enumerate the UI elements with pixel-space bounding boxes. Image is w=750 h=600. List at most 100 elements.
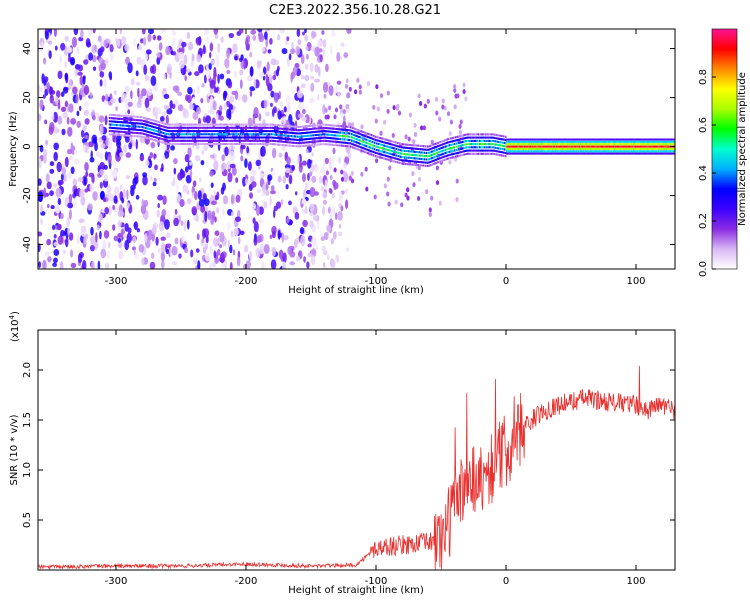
heatmap-cell xyxy=(279,130,281,133)
heatmap-cell xyxy=(369,150,372,152)
heatmap-cell xyxy=(253,221,259,233)
heatmap-cell xyxy=(278,130,280,133)
heatmap-cell xyxy=(432,153,434,156)
heatmap-cell xyxy=(108,205,112,216)
heatmap-cell xyxy=(484,139,486,142)
heatmap-cell xyxy=(454,136,456,139)
heatmap-cell xyxy=(211,200,217,206)
heatmap-cell xyxy=(154,139,157,142)
heatmap-cell xyxy=(541,147,543,150)
heatmap-cell xyxy=(276,133,278,136)
heatmap-cell xyxy=(511,143,513,146)
heatmap-cell xyxy=(430,154,432,157)
heatmap-cell xyxy=(548,147,551,150)
heatmap-cell xyxy=(623,143,626,146)
heatmap-cell xyxy=(508,147,510,150)
heatmap-cell xyxy=(277,34,281,41)
heatmap-cell xyxy=(288,200,292,206)
heatmap-cell xyxy=(158,137,161,140)
heatmap-cell xyxy=(529,138,531,141)
heatmap-cell xyxy=(308,134,311,137)
heatmap-cell xyxy=(586,143,588,146)
heatmap-cell xyxy=(270,136,272,139)
heatmap-cell xyxy=(619,143,621,146)
heatmap-cell xyxy=(297,154,300,165)
heatmap-cell xyxy=(427,145,429,148)
heatmap-cell xyxy=(204,130,207,133)
heatmap-cell xyxy=(366,142,369,145)
heatmap-cell xyxy=(533,143,535,146)
heatmap-cell xyxy=(605,140,608,143)
heatmap-cell xyxy=(154,120,157,122)
heatmap-cell xyxy=(311,144,314,147)
heatmap-cell xyxy=(501,151,504,154)
heatmap-cell xyxy=(505,135,507,138)
heatmap-cell xyxy=(139,116,141,119)
heatmap-cell xyxy=(538,138,540,141)
heatmap-cell xyxy=(540,143,542,146)
heatmap-cell xyxy=(142,129,144,132)
heatmap-cell xyxy=(323,130,325,133)
heatmap-cell xyxy=(508,150,510,153)
heatmap-cell xyxy=(136,56,142,65)
heatmap-cell xyxy=(600,145,603,148)
heatmap-cell xyxy=(246,146,250,154)
heatmap-cell xyxy=(77,176,84,183)
heatmap-cell xyxy=(285,134,288,137)
heatmap-cell xyxy=(325,139,327,142)
heatmap-cell xyxy=(118,127,120,130)
heatmap-cell xyxy=(377,142,379,145)
heatmap-cell xyxy=(158,127,161,130)
heatmap-cell xyxy=(270,190,276,195)
heatmap-cell xyxy=(153,126,156,129)
heatmap-cell xyxy=(106,184,112,195)
heatmap-cell xyxy=(433,162,435,165)
heatmap-cell xyxy=(136,81,141,86)
heatmap-cell xyxy=(267,126,270,129)
heatmap-cell xyxy=(348,129,350,132)
heatmap-cell xyxy=(239,130,242,133)
heatmap-cell xyxy=(273,127,275,129)
heatmap-cell xyxy=(98,213,103,223)
heatmap-cell xyxy=(499,151,502,153)
heatmap-cell xyxy=(330,137,332,140)
heatmap-cell xyxy=(281,116,287,125)
heatmap-cell xyxy=(179,130,182,133)
heatmap-cell xyxy=(551,140,554,143)
heatmap-cell xyxy=(423,164,426,167)
heatmap-cell xyxy=(249,130,251,133)
heatmap-cell xyxy=(462,89,466,95)
heatmap-cell xyxy=(214,216,217,223)
heatmap-cell xyxy=(370,134,373,137)
heatmap-cell xyxy=(404,162,406,165)
heatmap-cell xyxy=(429,145,431,147)
heatmap-cell xyxy=(431,160,433,163)
heatmap-cell xyxy=(462,150,464,153)
heatmap-cell xyxy=(132,236,137,244)
heatmap-cell xyxy=(166,63,172,74)
heatmap-cell xyxy=(38,191,44,203)
heatmap-cell xyxy=(433,153,435,156)
heatmap-cell xyxy=(306,125,308,128)
heatmap-cell xyxy=(239,133,242,136)
heatmap-cell xyxy=(169,139,171,142)
heatmap-cell xyxy=(260,173,264,178)
heatmap-cell xyxy=(496,140,499,143)
heatmap-cell xyxy=(425,164,427,167)
heatmap-cell xyxy=(501,141,504,144)
heatmap-cell xyxy=(292,141,295,144)
heatmap-cell xyxy=(393,157,396,160)
heatmap-cell xyxy=(469,136,472,139)
heatmap-cell xyxy=(589,140,591,143)
heatmap-cell xyxy=(539,150,541,153)
heatmap-cell xyxy=(413,154,416,156)
heatmap-cell xyxy=(199,130,201,133)
heatmap-cell xyxy=(458,154,460,157)
heatmap-cell xyxy=(175,139,177,142)
heatmap-cell xyxy=(339,144,342,147)
heatmap-cell xyxy=(334,134,337,137)
heatmap-cell xyxy=(435,180,440,186)
heatmap-cell xyxy=(341,144,344,147)
heatmap-cell xyxy=(202,44,206,55)
heatmap-cell xyxy=(430,139,434,145)
